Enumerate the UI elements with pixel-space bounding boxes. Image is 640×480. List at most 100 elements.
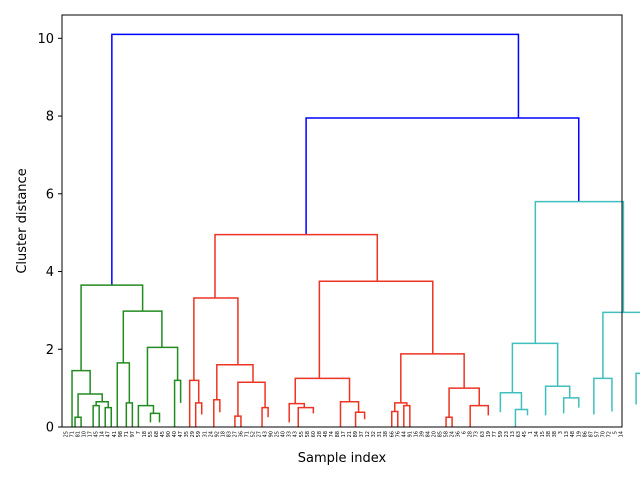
leaf-label: 74 (329, 431, 335, 437)
leaf-label: 1 (528, 431, 534, 434)
leaf-label: 29 (190, 431, 196, 437)
dendrogram-link-32 (394, 402, 408, 412)
leaf-label: 25 (275, 431, 281, 437)
leaf-label: 12 (365, 431, 371, 437)
leaf-label: 3 (558, 431, 564, 434)
dendrogram-link-19 (194, 402, 203, 427)
leaf-label: 28 (468, 431, 474, 437)
y-axis-ticks: 0 2 4 6 8 10 (37, 32, 62, 436)
leaf-label: 38 (383, 431, 389, 437)
dendrogram-link-16 (214, 233, 379, 298)
dendrogram-link-38 (534, 200, 625, 344)
dendrogram-link-5 (74, 416, 82, 427)
leaf-label: 10 (82, 431, 88, 437)
leaf-label: 36 (238, 431, 244, 437)
leaf-label: 72 (606, 431, 612, 437)
dendrogram-link-26 (294, 377, 351, 404)
dendrogram-link-43 (562, 397, 580, 414)
leaf-label: 52 (251, 431, 257, 437)
leaf-label: 27 (232, 431, 238, 437)
leaf-label: 37 (359, 431, 365, 437)
leaf-label: 28 (317, 431, 323, 437)
dendrogram-link-28 (297, 406, 315, 427)
leaf-label: 19 (576, 431, 582, 437)
leaf-label: 38 (552, 431, 558, 437)
leaf-label: 63 (480, 431, 486, 437)
leaf-label: 20 (431, 431, 437, 437)
dendrogram-link-8 (104, 406, 112, 427)
dendrogram-link-41 (514, 408, 529, 427)
leaf-label: 81 (76, 431, 82, 437)
leaf-label: 23 (504, 431, 510, 437)
leaf-label: 21 (347, 431, 353, 437)
dendrogram-link-25 (318, 280, 434, 379)
y-tick-label: 10 (37, 32, 54, 47)
x-axis-label: Sample index (298, 451, 387, 466)
leaf-label: 55 (148, 431, 154, 437)
dendrogram-link-18 (188, 379, 200, 427)
plot-frame (61, 14, 623, 428)
y-tick-label: 6 (46, 187, 54, 202)
dendrogram-link-29 (339, 400, 360, 427)
dendrogram-links (71, 33, 640, 427)
leaf-label: 43 (263, 431, 269, 437)
dendrogram-link-10 (116, 362, 131, 427)
y-tick-label: 4 (46, 265, 54, 280)
leaf-label: 18 (142, 431, 148, 437)
leaf-label: 85 (438, 431, 444, 437)
leaf-label: 45 (522, 431, 528, 437)
dendrogram-link-2 (80, 284, 144, 371)
leaf-label: 17 (341, 431, 347, 437)
leaf-label: 18 (220, 431, 226, 437)
dendrogram-link-15 (173, 379, 182, 427)
dendrogram-link-37 (469, 404, 490, 427)
leaf-label: 76 (395, 431, 401, 437)
leaf-label: 39 (419, 431, 425, 437)
y-tick-label: 0 (46, 421, 54, 436)
dendrogram-link-3 (71, 369, 91, 427)
leaf-label: 92 (214, 431, 220, 437)
leaf-label: 71 (244, 431, 250, 437)
leaf-label: 71 (70, 431, 76, 437)
leaf-label: 16 (413, 431, 419, 437)
leaf-label: 24 (208, 431, 214, 437)
leaf-label: 40 (281, 431, 287, 437)
leaf-label: 19 (486, 431, 492, 437)
y-axis-label: Cluster distance (15, 168, 30, 273)
y-tick-label: 8 (46, 110, 54, 125)
dendrogram-link-31 (400, 353, 465, 403)
leaf-label: 86 (582, 431, 588, 437)
leaf-label: 13 (510, 431, 516, 437)
leaf-labels: 25 71 81 10 17 45 14 47 41 98 71 97 7 18 55 68 45 90 40 47 3… (64, 431, 625, 437)
dendrogram-link-46 (635, 372, 640, 405)
dendrogram-link-9 (122, 310, 163, 363)
leaf-label: 77 (492, 431, 498, 437)
dendrogram-link-40 (499, 392, 523, 413)
dendrogram-link-36 (445, 416, 453, 427)
leaf-label: 17 (88, 431, 94, 437)
leaf-label: 13 (564, 431, 570, 437)
dendrogram-link-13 (137, 404, 155, 427)
leaf-label: 14 (100, 431, 106, 437)
dendrogram-link-39 (511, 342, 559, 393)
dendrogram-link-7 (92, 404, 100, 427)
leaf-label: 57 (594, 431, 600, 437)
leaf-label: 63 (516, 431, 522, 437)
dendrogram-link-44 (602, 311, 640, 379)
leaf-label: 58 (444, 431, 450, 437)
leaf-label: 31 (202, 431, 208, 437)
leaf-label: 66 (389, 431, 395, 437)
dendrogram-link-14 (149, 412, 161, 423)
leaf-label: 6 (462, 431, 468, 434)
dendrogram-link-30 (354, 411, 366, 427)
dendrogram-link-27 (288, 402, 306, 423)
leaf-label: 45 (94, 431, 100, 437)
leaf-label: 91 (407, 431, 413, 437)
leaf-label: 5 (612, 431, 618, 434)
leaf-label: 90 (269, 431, 275, 437)
dendrogram-link-11 (125, 402, 134, 427)
leaf-label: 89 (353, 431, 359, 437)
leaf-label: 15 (540, 431, 546, 437)
leaf-label: 83 (226, 431, 232, 437)
